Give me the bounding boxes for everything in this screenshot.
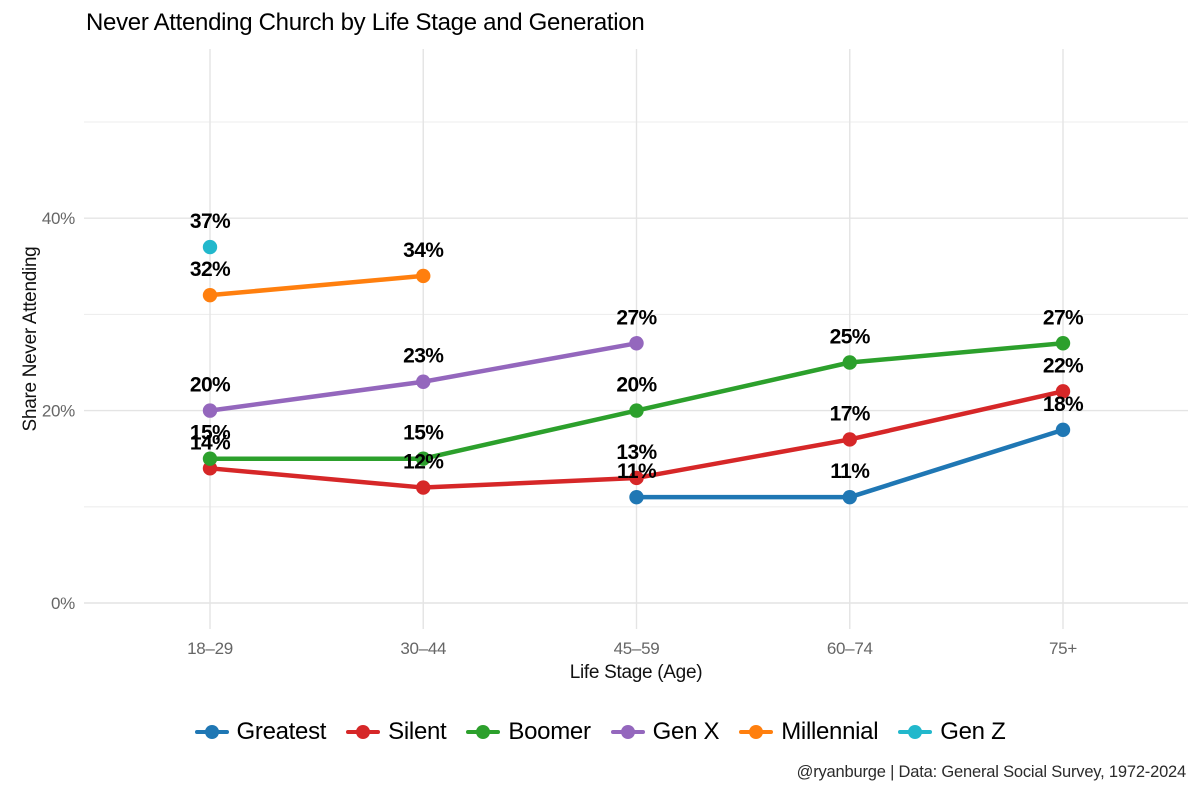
legend-item-gen-x: Gen X (610, 718, 720, 746)
value-label-millennial: 32% (190, 258, 231, 281)
data-point-gen-x (202, 403, 218, 418)
y-tick-label: 20% (42, 402, 75, 421)
data-point-greatest (629, 489, 644, 505)
value-label-silent: 22% (1043, 354, 1084, 377)
legend-marker-icon (898, 725, 933, 739)
legend-label: Gen X (652, 718, 720, 745)
value-label-silent: 14% (190, 431, 231, 454)
data-point-silent (416, 480, 431, 495)
data-point-boomer (842, 355, 857, 370)
legend-marker-icon (466, 725, 501, 739)
data-point-gen-x (416, 374, 431, 389)
data-point-millennial (202, 287, 218, 303)
value-label-boomer: 20% (616, 374, 657, 397)
value-label-silent: 13% (616, 441, 657, 464)
value-label-millennial: 34% (403, 239, 444, 262)
chart-caption: @ryanburge | Data: General Social Survey… (796, 763, 1187, 781)
value-label-boomer: 25% (830, 326, 871, 349)
y-axis-title: Share Never Attending (20, 247, 41, 432)
x-tick-label: 45–59 (614, 639, 660, 658)
y-tick-label: 0% (51, 594, 75, 613)
value-label-gen-z: 37% (190, 210, 231, 233)
data-point-gen-x (629, 336, 644, 351)
value-label-boomer: 27% (1043, 306, 1084, 329)
x-tick-label: 30–44 (400, 639, 446, 658)
data-point-silent (842, 432, 857, 447)
value-label-boomer: 15% (190, 422, 231, 445)
legend-marker-icon (610, 725, 645, 739)
series-line-millennial (207, 273, 426, 298)
value-label-greatest: 11% (830, 460, 870, 483)
legend-label: Millennial (781, 718, 879, 745)
x-tick-label: 60–74 (827, 639, 873, 658)
value-label-greatest: 11% (617, 460, 657, 483)
value-label-gen-x: 20% (190, 374, 231, 397)
legend-marker-icon (194, 725, 229, 739)
data-point-greatest (1055, 422, 1071, 438)
data-point-boomer (1055, 336, 1071, 351)
legend-item-boomer: Boomer (466, 718, 591, 746)
data-point-boomer (416, 451, 431, 466)
value-label-gen-x: 27% (616, 306, 657, 329)
chart-legend: Greatest Silent Boomer Gen X Millennial Gen Z (0, 708, 1200, 756)
legend-item-gen-z: Gen Z (898, 718, 1006, 746)
legend-marker-icon (346, 725, 381, 739)
value-label-silent: 12% (403, 451, 444, 474)
legend-item-greatest: Greatest (194, 718, 327, 746)
x-axis-title: Life Stage (Age) (570, 662, 703, 683)
x-tick-label: 75+ (1049, 639, 1077, 658)
data-point-silent (629, 470, 644, 486)
legend-label: Greatest (236, 718, 327, 745)
data-point-silent (1055, 384, 1071, 399)
data-point-boomer (202, 451, 218, 466)
legend-label: Boomer (508, 718, 591, 745)
value-label-gen-x: 23% (403, 345, 444, 368)
legend-label: Gen Z (940, 718, 1006, 745)
legend-label: Silent (388, 718, 447, 745)
data-point-millennial (416, 268, 431, 284)
legend-item-silent: Silent (346, 718, 447, 746)
legend-marker-icon (739, 725, 774, 739)
legend-item-millennial: Millennial (739, 718, 879, 746)
value-label-silent: 17% (830, 402, 871, 425)
chart-title: Never Attending Church by Life Stage and… (86, 9, 645, 36)
x-tick-label: 18–29 (187, 639, 233, 658)
value-label-greatest: 18% (1043, 393, 1084, 416)
y-tick-label: 40% (42, 209, 75, 228)
data-point-gen-z (202, 239, 218, 255)
data-point-greatest (842, 489, 857, 505)
data-point-boomer (629, 403, 644, 418)
chart-layer: 0% 20% 40% 18–29 30–44 45–59 60–74 75+ 11% 11% 18%… (42, 49, 1188, 658)
value-label-boomer: 15% (403, 422, 444, 445)
